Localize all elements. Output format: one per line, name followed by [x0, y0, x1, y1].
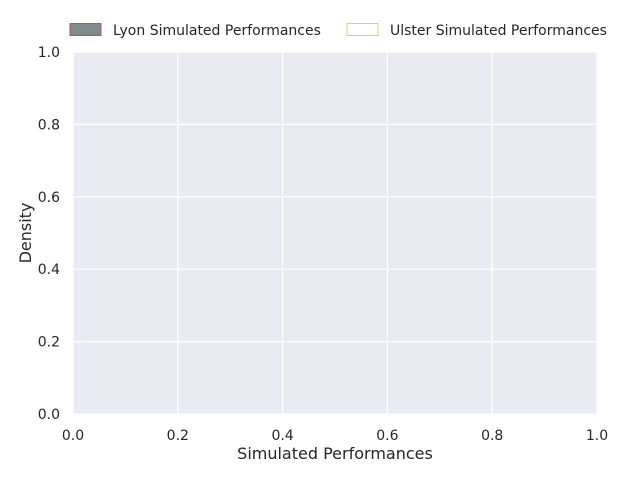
x-tick-labels: 0.0 0.2 0.4 0.6 0.8 1.0	[62, 428, 608, 444]
y-tick-label: 0.0	[38, 407, 60, 423]
legend-label: Lyon Simulated Performances	[113, 23, 321, 39]
y-tick-label: 0.8	[38, 117, 60, 133]
y-tick-labels: 0.0 0.2 0.4 0.6 0.8 1.0	[38, 45, 60, 423]
grid-lines	[72, 51, 598, 415]
plot-area	[73, 52, 597, 414]
y-tick-label: 0.4	[38, 262, 60, 278]
x-tick-label: 0.6	[376, 428, 398, 444]
legend: Lyon Simulated Performances Ulster Simula…	[69, 23, 607, 39]
x-tick-label: 1.0	[586, 428, 608, 444]
legend-item: Lyon Simulated Performances	[69, 23, 321, 39]
x-tick-label: 0.4	[271, 428, 293, 444]
legend-swatch	[69, 23, 102, 36]
y-tick-label: 0.2	[38, 335, 60, 351]
y-tick-label: 0.6	[38, 190, 60, 206]
x-axis-label: Simulated Performances	[237, 444, 433, 463]
y-tick-label: 1.0	[38, 45, 60, 61]
y-axis-label: Density	[16, 203, 35, 264]
x-tick-label: 0.0	[62, 428, 84, 444]
legend-label: Ulster Simulated Performances	[390, 23, 607, 39]
legend-item: Ulster Simulated Performances	[346, 23, 607, 39]
legend-swatch	[346, 23, 379, 36]
x-tick-label: 0.2	[167, 428, 189, 444]
x-tick-label: 0.8	[481, 428, 503, 444]
